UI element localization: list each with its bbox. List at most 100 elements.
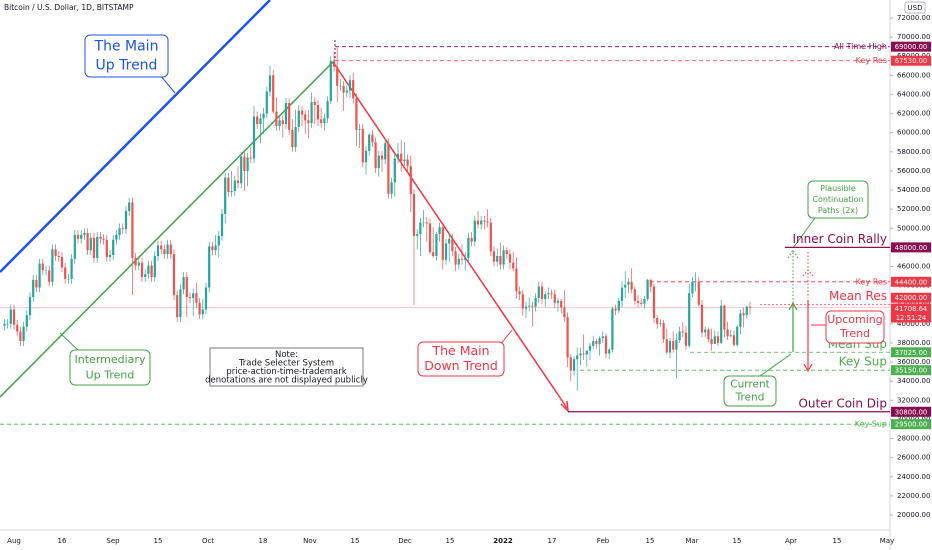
candle-body [38,263,41,288]
y-tick-label: 24000.00 [897,473,930,481]
candle-body [390,182,393,194]
candle-body [726,329,729,337]
candle-body [64,267,67,279]
candle-body [89,237,92,251]
candle-body [220,213,224,236]
candle-body [473,220,476,242]
y-tick-label: 70000.00 [897,33,930,41]
candle-body [566,317,569,358]
level-name: Outer Coin Dip [798,396,887,410]
annotation-text: The Main [94,39,159,55]
annotation-text: Continuation [812,195,863,204]
candle-body [371,134,374,143]
candle-body [454,251,457,265]
y-tick-label: 40000.00 [897,320,930,328]
y-tick-label: 58000.00 [897,148,930,156]
candle-body [547,293,550,295]
candle-body [678,331,681,341]
level-tag: 42000.00 [895,294,927,302]
candle-body [672,341,675,350]
candle-body [182,277,185,290]
candle-body [419,222,422,235]
x-tick-label: Apr [785,537,797,545]
callout-main-up [159,74,176,94]
candle-body [601,336,604,339]
chart-title: Bitcoin / U.S. Dollar, 1D, BITSTAMP [4,3,134,12]
y-tick-label: 64000.00 [897,90,930,98]
candle-body [720,305,723,343]
level-tag-bg [891,347,931,358]
candle-body [217,235,220,246]
x-tick-label: 15 [351,537,360,545]
candle-body [262,113,265,119]
candle-body [192,293,195,299]
annotation-text: Paths (2x) [818,206,858,215]
candle-body [508,254,512,263]
candle-body [528,305,531,307]
candle-body [710,339,713,344]
candle-body [396,153,400,159]
y-tick-label: 32000.00 [897,396,930,404]
x-tick-label: 15 [833,537,842,545]
trendlines [0,0,826,414]
candle-body [441,227,444,260]
level-tag-bg [891,242,931,253]
candle-body [176,295,179,318]
candle-body [227,177,230,192]
down-trendline [332,61,568,409]
annotation-box [84,34,169,78]
candle-body [48,270,51,282]
annotation-box [209,347,364,387]
y-tick-label: 72000.00 [897,14,930,22]
annotation-box [723,375,777,407]
candle-body [633,289,636,301]
candle-body [230,190,233,192]
candle-body [166,244,169,255]
candle-body [675,340,678,350]
candle-body [275,111,278,127]
candle-body [156,245,160,256]
annotation-box [417,341,505,377]
candle-body [172,254,176,296]
candle-body [240,156,243,184]
candle-body [553,294,556,303]
candle-body [496,255,499,262]
candle-body [550,293,553,295]
candle-body [604,336,608,354]
candle-body [489,222,492,252]
x-tick-label: 15 [646,537,655,545]
candle-body [313,102,316,105]
candle-body [198,302,201,315]
candle-body [704,329,707,333]
current-price-tag: 41708.64 [895,305,927,313]
candle-body [707,329,710,340]
candle-body [204,287,208,310]
candle-body [51,249,54,282]
countdown-tag-bg [891,312,931,323]
callout-plausible [792,217,816,249]
candle-body [233,180,236,191]
candle-body [499,255,502,265]
candle-body [646,279,649,299]
candle-body [470,237,473,242]
candle-body [723,305,726,330]
candle-body [153,255,156,278]
main-up-trendline [0,0,271,273]
x-tick-label: 18 [259,537,268,545]
candle-body [531,305,534,307]
candle-body [745,306,748,316]
candle-body [329,61,332,102]
candle-body [25,315,28,327]
candle-body [339,85,342,87]
candle-body [102,238,105,240]
candle-body [246,157,249,171]
candle-body [144,274,147,278]
candle-body [188,297,192,299]
level-tag: 30800.00 [895,408,927,416]
candle-body [643,298,646,304]
candle-body [537,286,540,299]
x-tick-label: Oct [202,537,214,545]
candle-body [307,120,310,124]
candle-body [384,143,387,160]
candle-body [400,153,403,162]
